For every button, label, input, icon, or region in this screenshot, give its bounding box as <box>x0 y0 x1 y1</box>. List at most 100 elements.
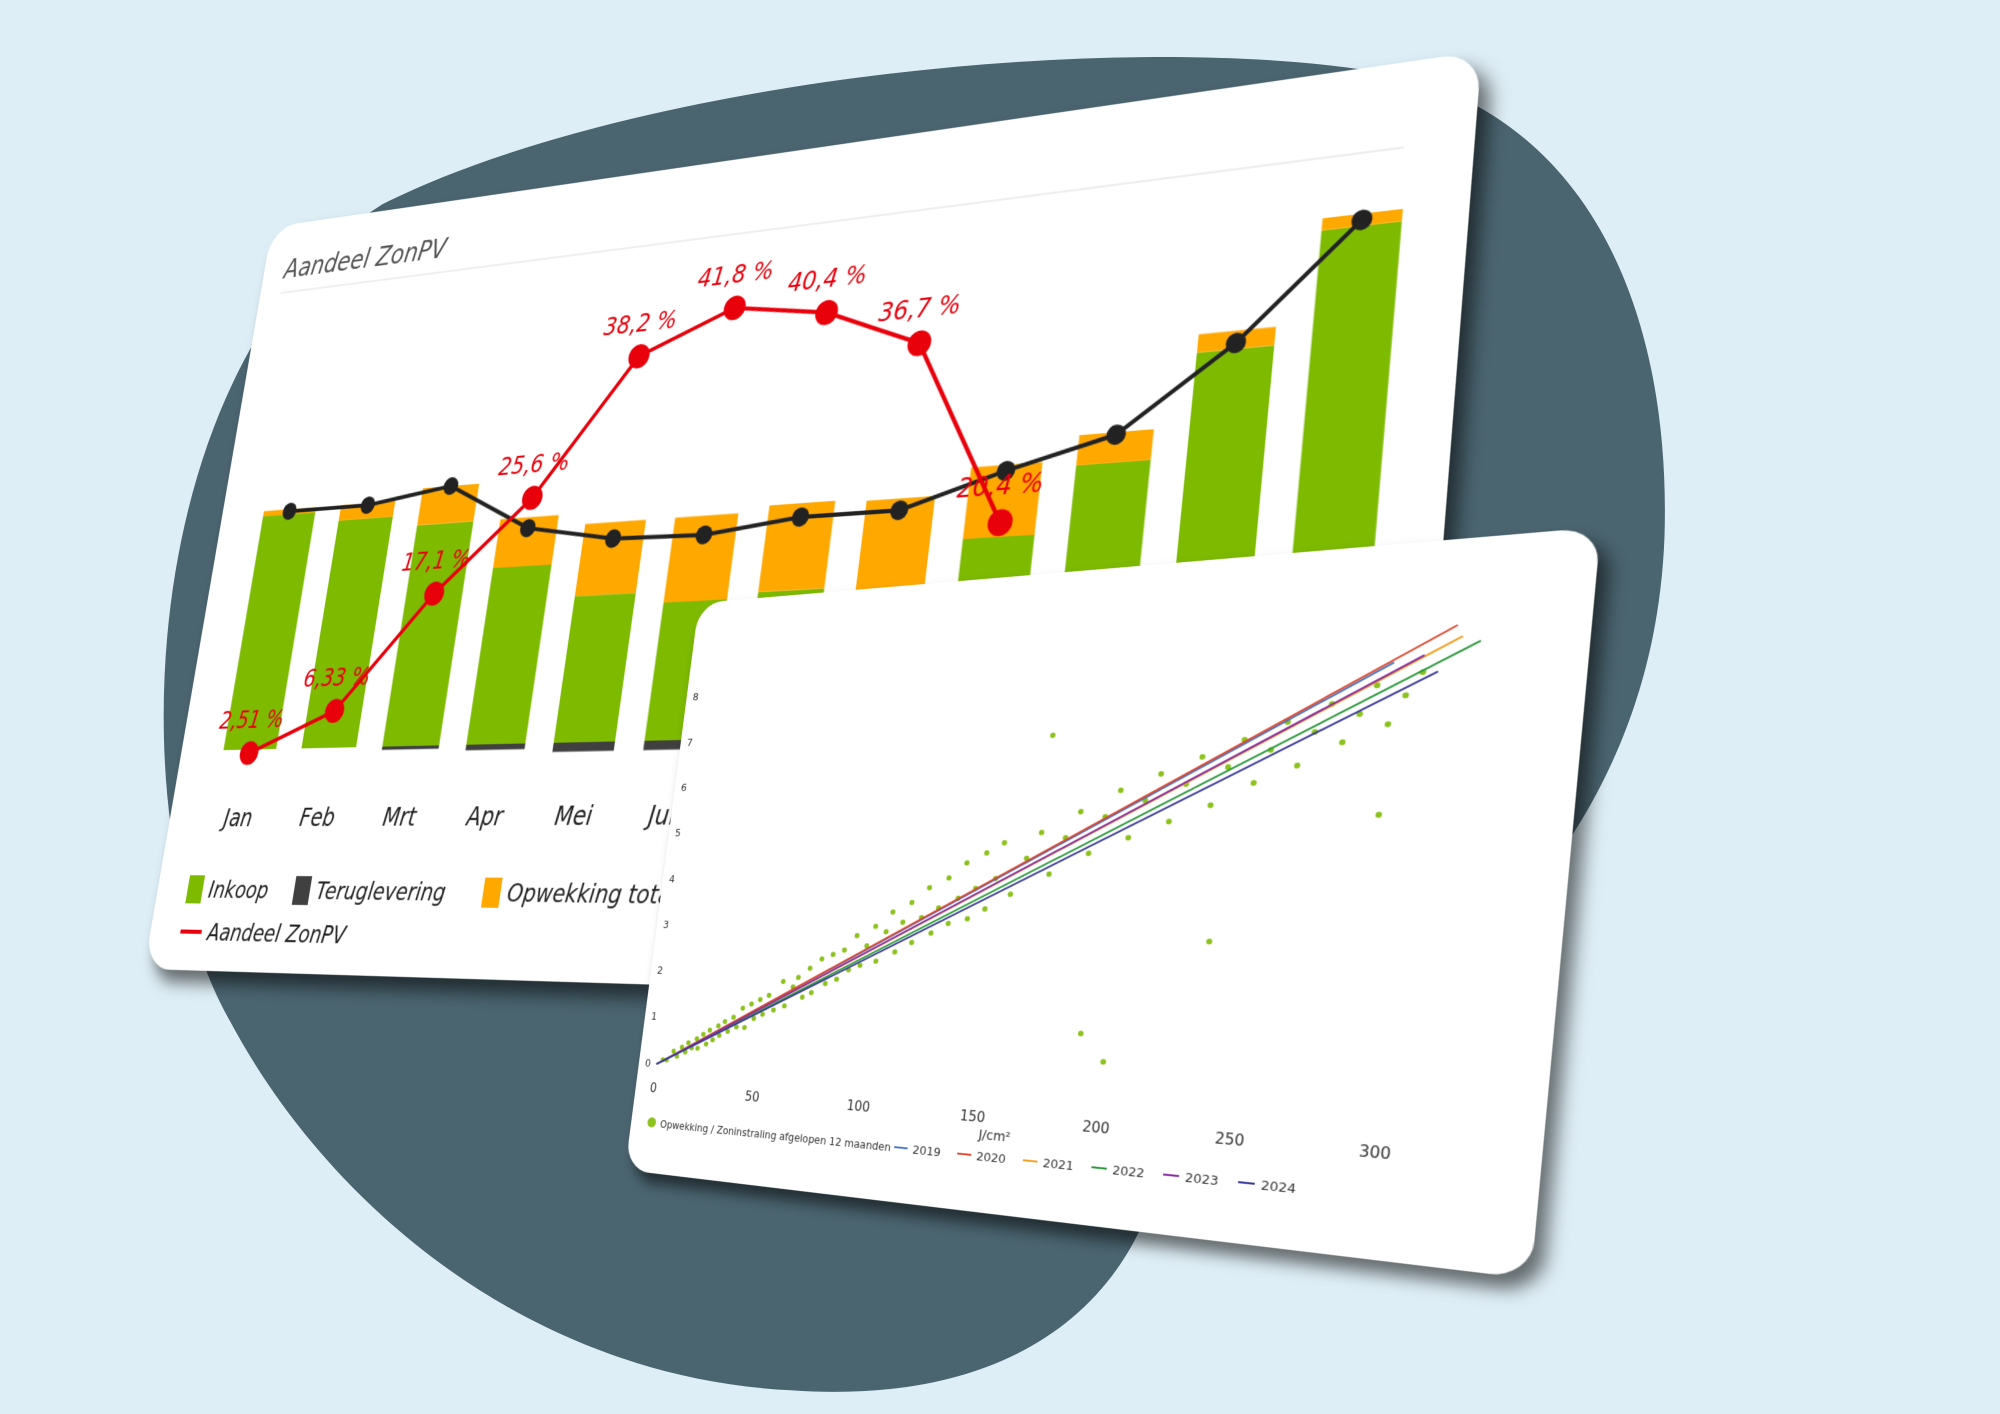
scatter-point <box>1207 802 1214 809</box>
scatter-point <box>981 906 988 912</box>
scatter-point <box>748 1001 755 1007</box>
legend-label: 2024 <box>1260 1179 1297 1198</box>
legend-label: Aandeel ZonPV <box>204 920 349 950</box>
scatter-point <box>741 1024 748 1031</box>
legend-label: Teruglevering <box>314 879 448 908</box>
scatter-point <box>946 875 952 881</box>
scatter-point <box>1038 829 1045 836</box>
scatter-point <box>1293 762 1301 769</box>
scatter-point <box>1001 840 1008 846</box>
y-tick-label: 6 <box>680 783 688 795</box>
scatter-point <box>964 860 970 866</box>
scatter-point <box>926 885 933 891</box>
scatter-point <box>1117 787 1124 794</box>
scatter-point <box>1077 1030 1084 1037</box>
trend-line <box>656 671 1438 1123</box>
scatter-point <box>1049 732 1056 739</box>
scatter-point <box>1338 739 1346 746</box>
x-tick-label: 200 <box>1081 1120 1110 1138</box>
legend-label: Inkoop <box>206 878 270 905</box>
x-tick-label: 250 <box>1214 1132 1245 1151</box>
trend-line <box>656 636 1462 1125</box>
scatter-chart: 0 1 2 3 4 5 6 7 8 0 50 100 150 200 250 300 J/cm² Opwekkin… <box>644 527 1601 1198</box>
bar <box>301 516 393 749</box>
data-label: 17,1 % <box>400 544 473 577</box>
data-label: 41,8 % <box>696 255 776 293</box>
x-tick-label: Jan <box>218 804 255 833</box>
scatter-point <box>892 949 898 955</box>
x-tick-label: 100 <box>846 1100 871 1116</box>
scatter-point <box>841 947 848 953</box>
x-tick-label: Mei <box>553 800 596 831</box>
scatter-point <box>707 1027 713 1033</box>
scatter-point <box>819 956 825 962</box>
point <box>813 298 840 327</box>
scatter-point <box>710 1037 716 1043</box>
data-label: 36,7 % <box>877 288 963 327</box>
scatter-point <box>928 930 934 936</box>
y-tick-label: 2 <box>656 965 663 977</box>
legend-line <box>957 1153 971 1154</box>
x-tick-label: 300 <box>1358 1145 1392 1165</box>
scatter-point <box>1375 811 1383 818</box>
x-tick-label: Feb <box>298 803 337 832</box>
x-axis-label: J/cm² <box>976 1127 1011 1145</box>
y-tick-label: 8 <box>692 692 700 704</box>
scatter-point <box>822 980 828 987</box>
scatter-point <box>695 1045 701 1051</box>
scatter-point <box>900 919 906 925</box>
point <box>626 342 652 370</box>
legend-swatch <box>291 876 313 906</box>
legend-swatch <box>480 877 503 908</box>
scatter-point <box>1046 871 1053 877</box>
scatter-point <box>1157 770 1165 777</box>
point <box>906 329 933 358</box>
legend-swatch <box>185 875 206 904</box>
scatter-point <box>703 1041 709 1047</box>
scatter-point <box>833 976 840 982</box>
trend-line <box>656 625 1457 1125</box>
data-label: 6,33 % <box>302 662 373 693</box>
scatter-point <box>795 974 802 981</box>
scatter-point <box>1250 779 1257 786</box>
scatter-point <box>1100 1058 1107 1066</box>
scatter-point <box>1384 721 1392 728</box>
y-tick-label: 7 <box>686 737 693 749</box>
scatter-point <box>700 1031 706 1038</box>
scatter-point <box>740 1005 746 1011</box>
scatter-point <box>908 939 915 946</box>
legend-line <box>1238 1182 1255 1184</box>
scatter-point <box>1085 850 1092 857</box>
y-tick-label: 3 <box>662 919 669 931</box>
scatter-point <box>873 958 879 964</box>
scatter-point <box>890 909 896 915</box>
point <box>520 484 545 511</box>
scatter-point <box>983 850 990 856</box>
legend-label: 2019 <box>912 1144 942 1160</box>
scatter-point <box>1077 808 1084 815</box>
x-tick-label: 0 <box>649 1082 657 1096</box>
legend-line <box>1023 1160 1038 1161</box>
scatter-point <box>722 1018 728 1025</box>
legend-line <box>894 1147 907 1148</box>
x-tick-label: Mrt <box>381 802 420 832</box>
scatter-point <box>945 920 952 927</box>
scatter-point <box>883 928 889 935</box>
scatter-point <box>1007 891 1014 897</box>
y-tick-label: 1 <box>650 1011 657 1023</box>
scatter-point <box>854 932 860 939</box>
legend-label: 2022 <box>1111 1164 1145 1182</box>
scatter-point <box>731 1014 737 1020</box>
scatter-point <box>770 1007 777 1013</box>
x-tick-label: Apr <box>463 801 506 832</box>
scatter-point <box>1205 938 1213 945</box>
x-tick-label: 150 <box>959 1110 986 1127</box>
trend-line <box>656 655 1424 1122</box>
y-tick-label: 5 <box>674 828 681 840</box>
scatter-point <box>830 951 836 958</box>
scatter-point <box>1125 834 1132 841</box>
data-label: 40,4 % <box>786 259 869 298</box>
scatter-card: 0 1 2 3 4 5 6 7 8 0 50 100 150 200 250 300 J/cm² Opwekkin… <box>624 526 1601 1279</box>
data-label: 20,4 % <box>955 466 1045 504</box>
